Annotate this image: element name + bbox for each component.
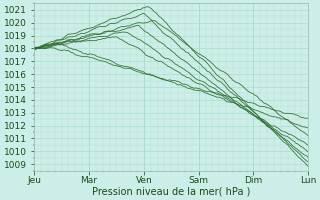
X-axis label: Pression niveau de la mer( hPa ): Pression niveau de la mer( hPa ) <box>92 187 251 197</box>
